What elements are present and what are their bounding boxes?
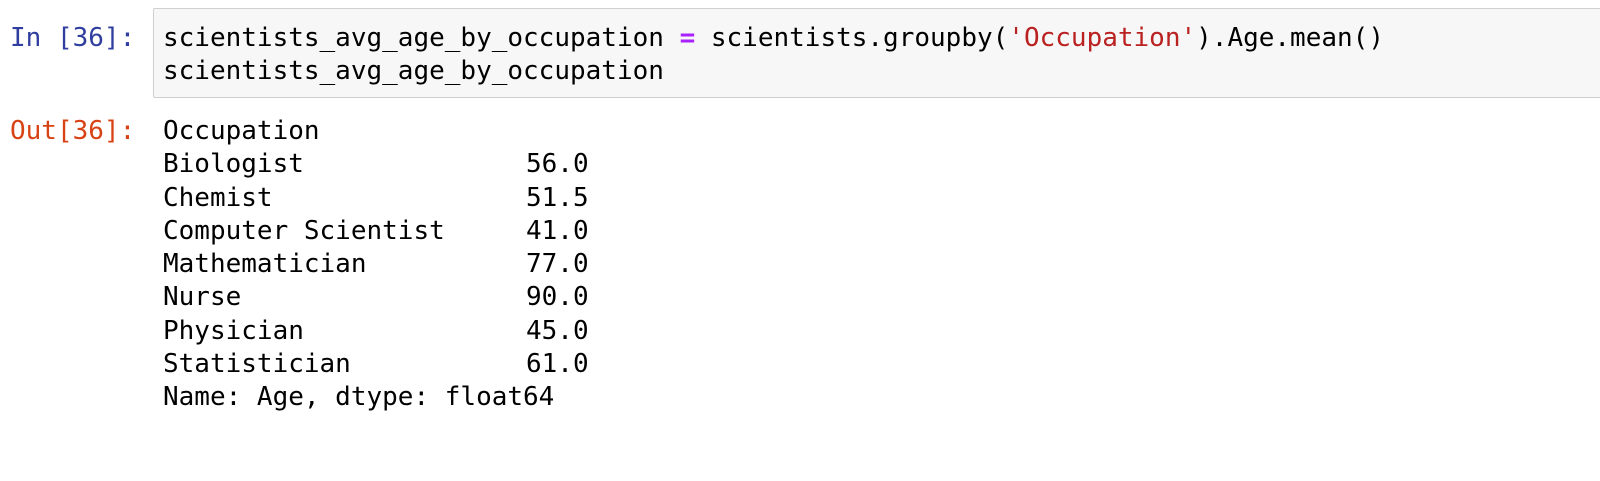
age-value: 77.0	[526, 249, 589, 280]
occupation-label: Computer Scientist	[163, 215, 445, 246]
assignment-operator: =	[679, 23, 696, 53]
output-row: Biologist 56.0	[163, 148, 1063, 181]
string-literal: 'Occupation'	[1008, 23, 1197, 53]
output-row: Physician 45.0	[163, 315, 1063, 348]
input-prompt: In [36]:	[10, 23, 136, 53]
output-area: Occupation Biologist 56.0 Chemist 51.5 C…	[163, 115, 1063, 415]
occupation-label: Biologist	[163, 149, 304, 180]
output-row: Mathematician 77.0	[163, 248, 1063, 281]
occupation-label: Mathematician	[163, 249, 367, 280]
output-row: Statistician 61.0	[163, 348, 1063, 381]
output-row: Computer Scientist 41.0	[163, 215, 1063, 248]
code-input-area[interactable]: scientists_avg_age_by_occupation = scien…	[153, 8, 1600, 98]
code-line-2: scientists_avg_age_by_occupation	[163, 56, 664, 86]
occupation-label: Physician	[163, 315, 304, 346]
variable-name: scientists_avg_age_by_occupation	[163, 23, 664, 53]
output-row: Chemist 51.5	[163, 182, 1063, 215]
output-footer: Name: Age, dtype: float64	[163, 382, 555, 413]
occupation-label: Chemist	[163, 182, 273, 213]
output-header: Occupation	[163, 116, 320, 146]
age-value: 41.0	[526, 215, 589, 246]
age-value: 56.0	[526, 149, 589, 180]
age-value: 51.5	[526, 182, 589, 213]
age-value: 61.0	[526, 349, 589, 380]
age-value: 90.0	[526, 282, 589, 313]
output-row: Nurse 90.0	[163, 281, 1063, 314]
code-line-1: scientists_avg_age_by_occupation = scien…	[163, 22, 1384, 55]
output-prompt: Out[36]:	[10, 116, 136, 146]
age-value: 45.0	[526, 315, 589, 346]
occupation-label: Nurse	[163, 282, 242, 313]
groupby-call-start: scientists.groupby(	[710, 23, 1009, 53]
occupation-label: Statistician	[163, 349, 351, 380]
groupby-call-end: ).Age.mean()	[1196, 23, 1384, 53]
